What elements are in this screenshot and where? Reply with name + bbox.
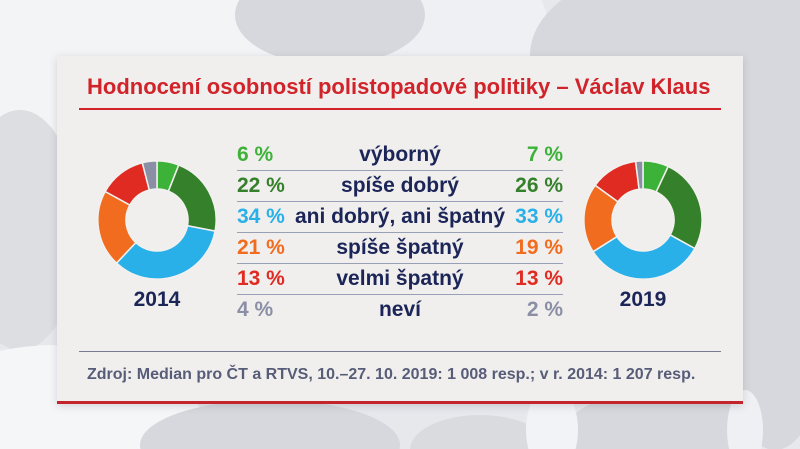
value-2019-sp-e-dobr: 26 % <box>515 174 564 197</box>
title-underline <box>79 108 721 110</box>
donut-2019-segment-ani-dobr-ani-patn <box>592 233 696 280</box>
donut-2014-segment-sp-e-dobr <box>167 164 217 232</box>
rating-label-ani-dobr-ani-patn: ani dobrý, ani špatný <box>294 205 506 228</box>
value-2014-ani-dobr-ani-patn: 34 % <box>236 205 285 228</box>
rating-row-nev: 4 % neví 2 % <box>237 295 563 325</box>
rating-label-velmi-patn: velmi špatný <box>336 267 464 290</box>
donut-2019-segment-nev <box>634 160 644 191</box>
value-2019-velmi-patn: 13 % <box>515 267 564 290</box>
donut-2019-segment-sp-e-dobr <box>655 165 703 250</box>
chart-content: 2014 6 % výborný 7 % 22 % spíše dobrý 26 % 34 … <box>77 110 723 322</box>
rating-row-v-born: 6 % výborný 7 % <box>236 140 564 171</box>
rating-table: 6 % výborný 7 % 22 % spíše dobrý 26 % 34 % ani … <box>236 140 564 325</box>
value-2019-v-born: 7 % <box>526 143 564 166</box>
value-2014-velmi-patn: 13 % <box>236 267 285 290</box>
value-2014-nev: 4 % <box>236 298 274 321</box>
rating-row-ani-dobr-ani-patn: 34 % ani dobrý, ani špatný 33 % <box>236 202 564 233</box>
rating-row-sp-e-patn: 21 % spíše špatný 19 % <box>236 233 564 264</box>
rating-label-v-born: výborný <box>359 143 441 166</box>
source-text: Zdroj: Median pro ČT a RTVS, 10.–27. 10.… <box>87 366 696 383</box>
chart-card: Hodnocení osobností polistopadové politi… <box>57 56 743 404</box>
value-2019-nev: 2 % <box>526 298 564 321</box>
rating-label-sp-e-patn: spíše špatný <box>336 236 464 259</box>
value-2014-v-born: 6 % <box>236 143 274 166</box>
value-2014-sp-e-dobr: 22 % <box>236 174 285 197</box>
value-2019-sp-e-patn: 19 % <box>515 236 564 259</box>
map-landmass <box>140 400 400 449</box>
map-landmass <box>410 415 550 449</box>
donut-2014-segment-nev <box>141 160 158 191</box>
value-2019-ani-dobr-ani-patn: 33 % <box>515 205 564 228</box>
map-light-wash <box>727 390 763 449</box>
donut-2019-group: 2019 <box>563 110 723 322</box>
page-title: Hodnocení osobností polistopadové politi… <box>87 74 711 99</box>
donut-year-label-2019: 2019 <box>619 288 667 311</box>
donut-chart-2019 <box>583 160 703 280</box>
rating-label-sp-e-dobr: spíše dobrý <box>341 174 459 197</box>
rating-row-velmi-patn: 13 % velmi špatný 13 % <box>236 264 564 295</box>
map-landmass <box>235 0 425 65</box>
value-2014-sp-e-patn: 21 % <box>236 236 285 259</box>
source-divider <box>79 351 721 352</box>
rating-label-nev: neví <box>378 298 421 321</box>
rating-row-sp-e-dobr: 22 % spíše dobrý 26 % <box>236 171 564 202</box>
map-landmass <box>560 390 760 449</box>
donut-chart-2014 <box>97 160 217 280</box>
donut-year-label-2014: 2014 <box>133 288 181 311</box>
donut-2014-group: 2014 <box>77 110 237 322</box>
donut-2014-segment-ani-dobr-ani-patn <box>115 224 216 280</box>
